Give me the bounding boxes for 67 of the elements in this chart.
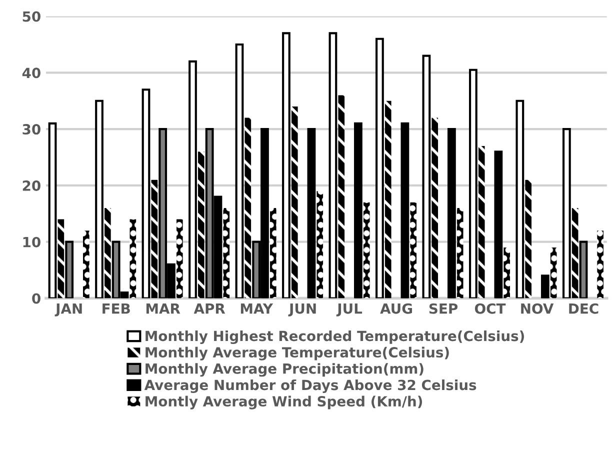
legend-label: Monthly Average Precipitation(mm)	[146, 363, 424, 377]
bar	[562, 128, 571, 298]
bar	[291, 106, 298, 298]
bar	[432, 118, 438, 298]
x-tick-label: SEP	[429, 303, 458, 314]
x-tick-label: JAN	[54, 304, 82, 316]
bar	[410, 202, 417, 298]
legend-label: Montly Average Wind Speed (Km/h)	[146, 396, 422, 410]
bar	[270, 208, 276, 298]
bar	[597, 230, 604, 298]
bar	[151, 180, 158, 298]
legend-label: Monthly Average Temperature(Celsius)	[146, 346, 449, 360]
bar	[130, 219, 136, 298]
bar	[244, 118, 252, 298]
bar	[478, 146, 485, 298]
y-tick-label: 20	[22, 180, 40, 191]
bar	[376, 38, 384, 298]
bar	[338, 95, 345, 298]
bar	[468, 68, 478, 298]
x-tick-label: FEB	[102, 304, 130, 314]
bar	[525, 180, 532, 298]
bar	[176, 219, 183, 298]
bar	[104, 208, 111, 298]
bar	[550, 247, 557, 298]
bar	[572, 208, 578, 298]
bar	[540, 274, 550, 298]
bar	[307, 128, 316, 298]
x-tick-label: JUL	[336, 304, 362, 316]
bar	[58, 219, 64, 298]
x-tick-label: MAR	[146, 304, 180, 314]
bar	[83, 230, 90, 298]
bar	[48, 122, 57, 298]
x-tick-label: OCT	[474, 303, 506, 314]
bar	[142, 88, 150, 298]
y-tick-label: 50	[22, 11, 40, 22]
x-tick-label: DEC	[569, 303, 598, 314]
bar	[95, 100, 104, 298]
bar	[328, 32, 338, 298]
bar	[504, 247, 510, 298]
bar	[198, 152, 204, 298]
bar	[363, 202, 370, 298]
y-tick-label: 0	[32, 293, 40, 304]
x-tick-label: MAY	[240, 304, 274, 314]
x-tick-label: AUG	[380, 303, 412, 314]
bar	[494, 150, 503, 298]
legend-label: Average Number of Days Above 32 Celsius	[144, 379, 476, 394]
bar	[354, 122, 362, 298]
bar	[447, 128, 456, 298]
x-tick-label: NOV	[521, 303, 554, 314]
bar	[516, 100, 524, 298]
bar	[384, 100, 392, 298]
bar	[579, 240, 588, 298]
bar	[235, 43, 244, 298]
y-tick-label: 40	[22, 68, 40, 78]
y-tick-label: 30	[22, 124, 40, 135]
x-tick-label: JUN	[288, 304, 316, 316]
bar	[400, 122, 410, 298]
bar	[456, 208, 464, 298]
bar	[223, 208, 230, 298]
x-tick-label: APR	[194, 304, 226, 314]
bar	[422, 54, 431, 298]
y-tick-label: 10	[23, 236, 40, 248]
bar	[188, 60, 197, 298]
bar	[65, 240, 74, 298]
legend-label: Monthly Highest Recorded Temperature(Celsius)	[146, 330, 524, 344]
bar	[282, 32, 290, 298]
bar	[316, 191, 324, 298]
